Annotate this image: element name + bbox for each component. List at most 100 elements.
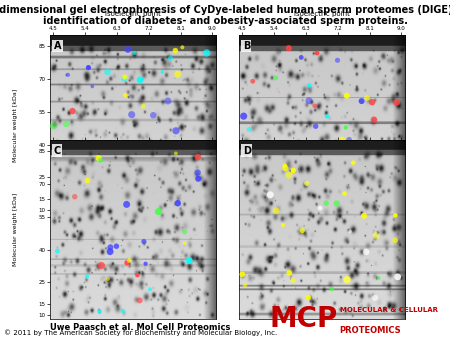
Text: Molecular weight [kDa]: Molecular weight [kDa] bbox=[13, 89, 18, 162]
Point bbox=[360, 213, 368, 218]
Point bbox=[363, 249, 370, 255]
Point bbox=[167, 56, 174, 61]
Point bbox=[281, 163, 288, 168]
Point bbox=[274, 190, 282, 196]
Point bbox=[260, 148, 267, 153]
Point bbox=[285, 172, 292, 178]
Point bbox=[313, 50, 320, 56]
Point bbox=[392, 213, 399, 218]
Point bbox=[89, 84, 96, 89]
Point bbox=[124, 47, 131, 52]
Point bbox=[338, 138, 346, 143]
Point bbox=[119, 308, 126, 314]
Point bbox=[136, 298, 143, 303]
Point bbox=[123, 202, 130, 207]
Point bbox=[131, 50, 138, 55]
Point bbox=[240, 114, 248, 119]
Point bbox=[194, 170, 201, 175]
Point bbox=[181, 240, 188, 246]
Point bbox=[69, 108, 76, 114]
Point bbox=[340, 174, 347, 179]
Point bbox=[343, 93, 351, 98]
Point bbox=[392, 238, 399, 243]
Point bbox=[104, 276, 112, 282]
Point bbox=[343, 277, 351, 282]
Point bbox=[172, 151, 180, 156]
Point bbox=[276, 175, 284, 181]
Point bbox=[181, 229, 188, 235]
Point bbox=[85, 65, 92, 70]
Point bbox=[394, 274, 401, 280]
Point bbox=[272, 75, 279, 81]
Point bbox=[316, 206, 324, 211]
Point bbox=[273, 208, 280, 213]
Point bbox=[63, 121, 70, 127]
Point bbox=[194, 154, 202, 160]
Point bbox=[356, 164, 363, 170]
Point bbox=[140, 103, 147, 109]
Point bbox=[285, 46, 292, 51]
Point bbox=[305, 295, 312, 300]
Point bbox=[155, 209, 162, 214]
Point bbox=[392, 169, 400, 174]
Point bbox=[239, 271, 246, 277]
Point bbox=[303, 181, 310, 186]
Point bbox=[142, 261, 149, 266]
Point bbox=[172, 128, 180, 134]
Point bbox=[174, 200, 181, 206]
Point bbox=[113, 243, 120, 249]
Point bbox=[152, 186, 159, 191]
Point bbox=[241, 282, 248, 288]
Point bbox=[286, 270, 293, 276]
Point bbox=[159, 69, 166, 75]
Point bbox=[104, 69, 111, 75]
Point bbox=[346, 137, 353, 143]
Point bbox=[306, 83, 313, 88]
Point bbox=[311, 103, 318, 108]
Text: C: C bbox=[54, 146, 61, 155]
Point bbox=[121, 74, 128, 80]
Point bbox=[289, 277, 297, 283]
Point bbox=[97, 158, 104, 163]
Point bbox=[79, 194, 86, 200]
Point bbox=[64, 72, 72, 77]
Point bbox=[395, 154, 402, 160]
Point bbox=[125, 197, 132, 203]
Point bbox=[373, 233, 380, 238]
Point bbox=[372, 295, 379, 300]
Point bbox=[64, 143, 71, 148]
Text: Molecular weight [kDa]: Molecular weight [kDa] bbox=[13, 193, 18, 266]
Text: MCP: MCP bbox=[270, 306, 338, 333]
Point bbox=[369, 99, 376, 105]
Point bbox=[84, 178, 91, 183]
Point bbox=[171, 189, 179, 195]
Point bbox=[267, 192, 274, 197]
Point bbox=[128, 112, 135, 117]
Point bbox=[334, 57, 341, 63]
Point bbox=[164, 98, 171, 104]
Point bbox=[134, 272, 141, 278]
Point bbox=[350, 160, 357, 165]
Point bbox=[121, 76, 128, 82]
Point bbox=[83, 274, 90, 279]
Point bbox=[312, 123, 319, 129]
Point bbox=[174, 72, 181, 77]
Text: PROTEOMICS: PROTEOMICS bbox=[340, 326, 401, 335]
Text: Isoelectric point: Isoelectric point bbox=[105, 11, 161, 17]
Point bbox=[107, 245, 114, 250]
Point bbox=[393, 100, 400, 105]
Point bbox=[96, 309, 103, 314]
Point bbox=[123, 260, 130, 266]
Point bbox=[341, 191, 348, 196]
Point bbox=[282, 165, 289, 171]
Point bbox=[333, 201, 340, 206]
Point bbox=[54, 248, 61, 254]
Text: A: A bbox=[54, 41, 61, 51]
Point bbox=[249, 78, 256, 84]
Point bbox=[324, 114, 331, 119]
Point bbox=[136, 77, 144, 82]
Point bbox=[364, 95, 371, 101]
Text: B: B bbox=[243, 41, 250, 51]
Text: © 2011 by The American Society for Biochemistry and Molecular Biology, Inc.: © 2011 by The American Society for Bioch… bbox=[4, 330, 278, 336]
Point bbox=[328, 286, 335, 292]
